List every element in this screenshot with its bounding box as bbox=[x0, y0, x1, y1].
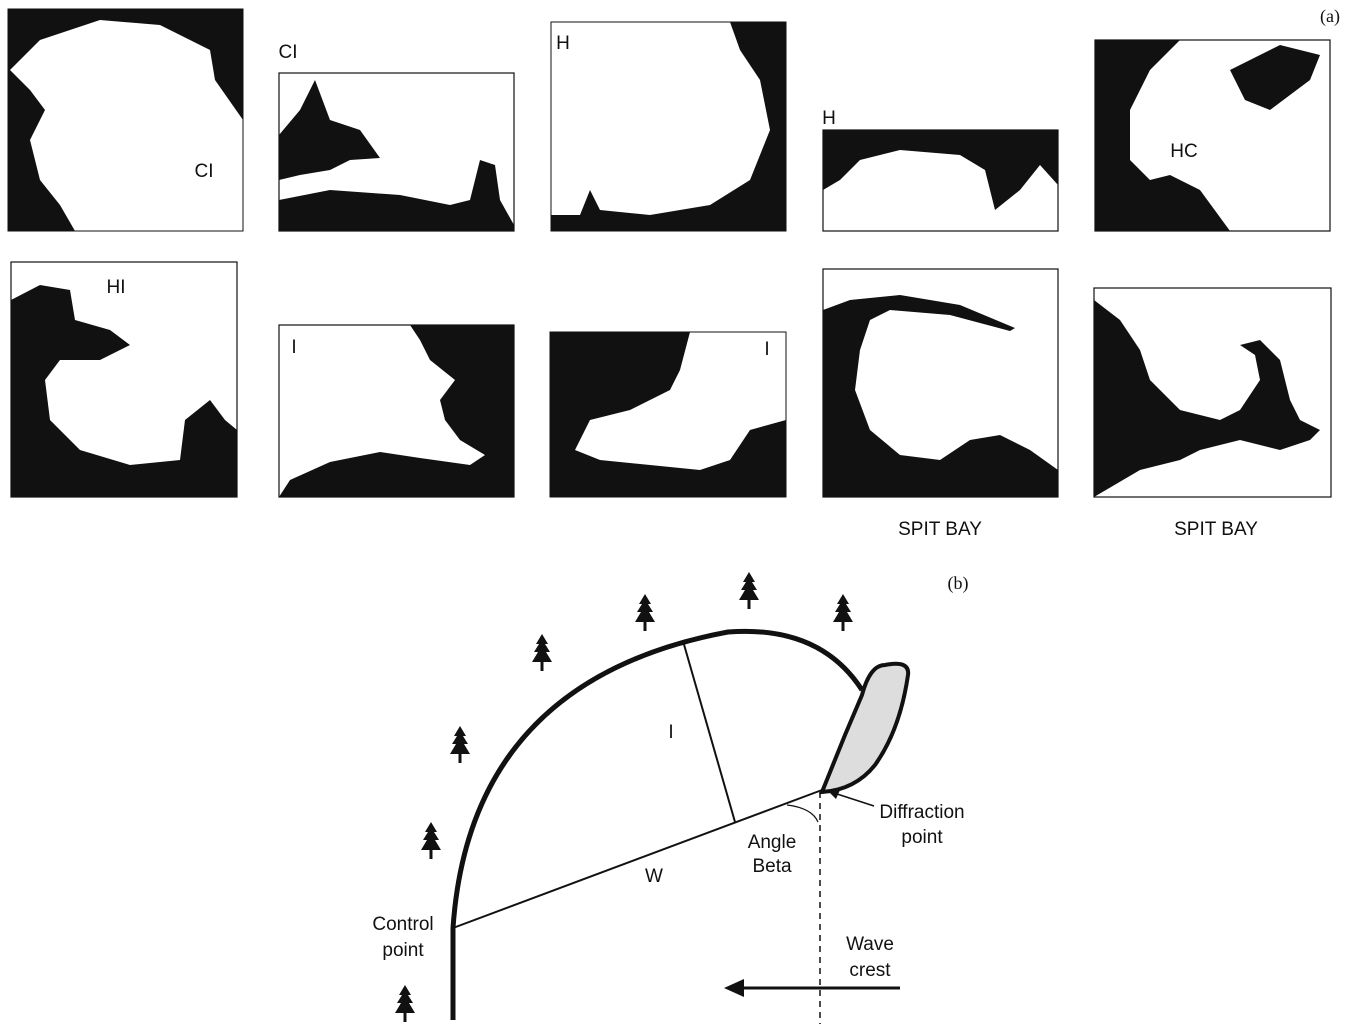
panel-label: (a) bbox=[1320, 6, 1340, 27]
map-label: CI bbox=[195, 161, 214, 182]
map-label: SPIT BAY bbox=[1174, 519, 1258, 540]
map-label: HI bbox=[107, 277, 126, 298]
map-label: CI bbox=[279, 42, 298, 63]
map-label: I bbox=[291, 337, 296, 358]
map: HI bbox=[11, 262, 237, 497]
map: H bbox=[822, 108, 1058, 231]
map-label: I bbox=[764, 339, 769, 360]
figure: (a) CI CI H H HC HI I bbox=[0, 0, 1354, 1024]
map: SPIT BAY bbox=[1094, 288, 1331, 540]
map-label: SPIT BAY bbox=[898, 519, 982, 540]
map: SPIT BAY bbox=[823, 269, 1058, 540]
panel-label: (b) bbox=[948, 573, 969, 594]
map-label: H bbox=[556, 33, 570, 54]
map: CI bbox=[279, 42, 515, 231]
map: I bbox=[279, 325, 514, 497]
map: CI bbox=[8, 9, 243, 231]
bay-diagram bbox=[395, 572, 908, 1024]
width-label: W bbox=[645, 866, 663, 887]
map: HC bbox=[1095, 40, 1330, 231]
indentation-label: I bbox=[668, 722, 673, 743]
map: I bbox=[550, 332, 786, 497]
map-label: HC bbox=[1170, 141, 1197, 162]
map-label: H bbox=[822, 108, 836, 129]
map: H bbox=[551, 22, 786, 231]
